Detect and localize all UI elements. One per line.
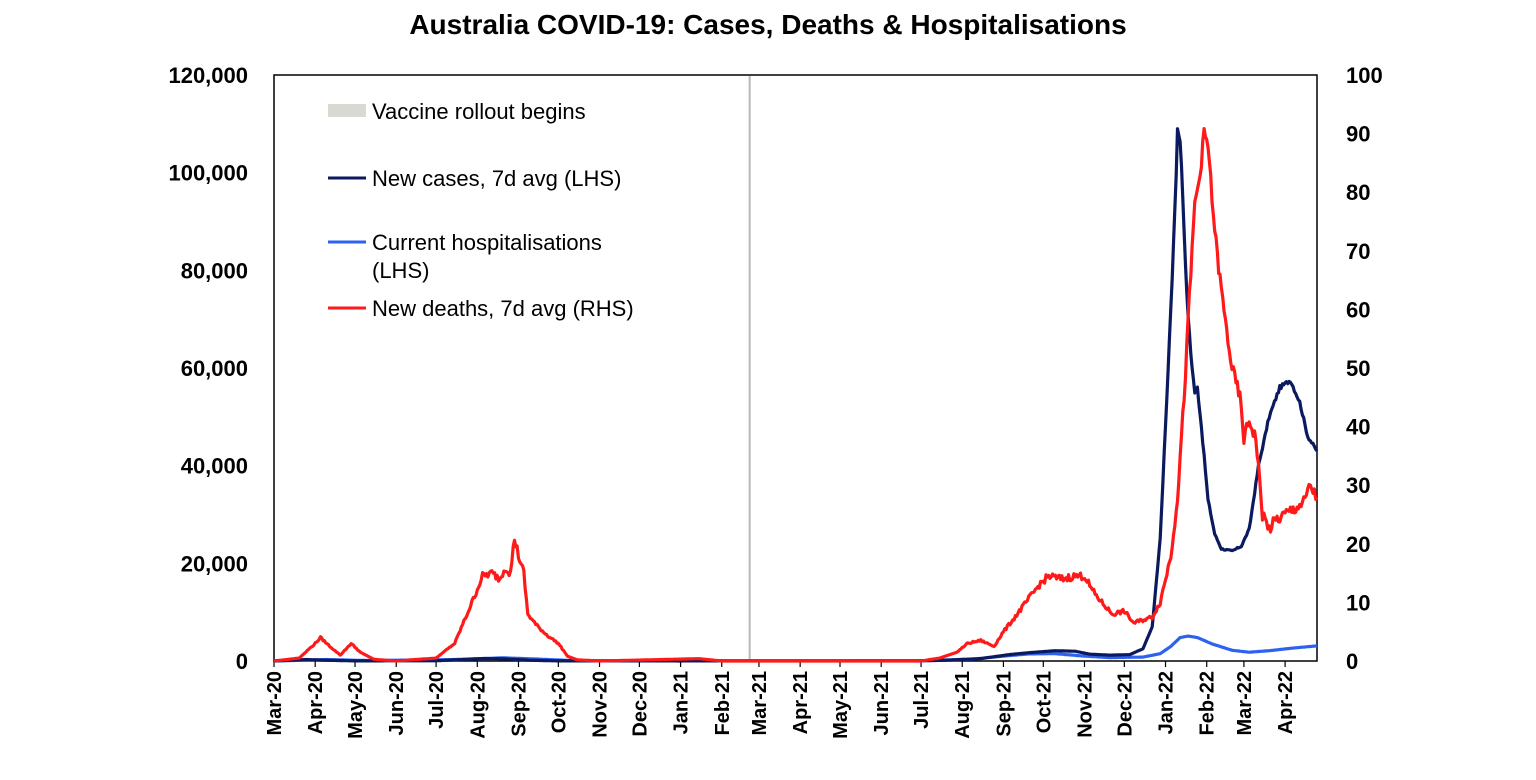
legend: Vaccine rollout begins New cases, 7d avg… [328,99,634,321]
legend-swatch-vaccine [328,104,366,117]
legend-label-cases: New cases, 7d avg (LHS) [372,166,621,191]
x-tick-label: Mar-22 [1234,671,1256,735]
right-tick-label: 0 [1346,649,1358,674]
legend-label-hospitalisations-2: (LHS) [372,258,429,283]
right-tick-label: 60 [1346,297,1370,322]
right-tick-label: 80 [1346,180,1370,205]
legend-label-deaths: New deaths, 7d avg (RHS) [372,296,634,321]
x-tick-label: Mar-21 [749,671,771,735]
x-tick-label: Jul-21 [911,671,933,729]
right-tick-label: 50 [1346,356,1370,381]
x-tick-label: Mar-20 [264,671,286,735]
right-tick-label: 100 [1346,63,1383,88]
series-line-2 [273,127,1318,663]
x-tick-label: Nov-20 [590,671,612,738]
x-tick-label: Sep-20 [508,671,530,737]
x-tick-label: Aug-21 [952,671,974,739]
left-tick-label: 120,000 [168,63,248,88]
legend-label-vaccine: Vaccine rollout begins [372,99,586,124]
x-tick-label: Jan-21 [671,671,693,734]
series-lines [273,127,1319,663]
x-tick-label: Jul-20 [426,671,448,729]
left-tick-label: 100,000 [168,161,248,186]
x-tick-label: May-20 [345,671,367,739]
right-tick-label: 90 [1346,122,1370,147]
plot-frame [273,74,1318,662]
x-tick-label: Aug-20 [467,671,489,739]
left-tick-label: 0 [236,649,248,674]
x-tick-label: Jun-21 [871,671,893,735]
x-tick-label: Sep-21 [993,671,1015,737]
x-tick-label: Oct-21 [1033,671,1055,733]
x-tick-label: Jun-20 [386,671,408,735]
x-tick-label: Feb-22 [1197,671,1219,735]
x-tick-label: Dec-21 [1114,671,1136,737]
left-tick-label: 40,000 [181,454,248,479]
x-tick-label: Dec-20 [629,671,651,737]
x-tick-label: Apr-22 [1275,671,1297,734]
x-tick-label: May-21 [830,671,852,739]
right-tick-label: 70 [1346,239,1370,264]
left-tick-label: 20,000 [181,551,248,576]
chart-title: Australia COVID-19: Cases, Deaths & Hosp… [409,9,1126,40]
legend-label-hospitalisations-1: Current hospitalisations [372,230,602,255]
left-tick-label: 80,000 [181,258,248,283]
left-axis-ticks: 0 20,000 40,000 60,000 80,000 100,000 120,000 [168,63,248,674]
right-tick-label: 10 [1346,590,1370,615]
x-tick-label: Apr-20 [305,671,327,734]
x-tick-label: Feb-21 [712,671,734,735]
right-axis-ticks: 0 10 20 30 40 50 60 70 80 90 100 [1346,63,1383,674]
x-tick-label: Jan-22 [1156,671,1178,734]
right-tick-label: 30 [1346,473,1370,498]
x-tick-label: Oct-20 [548,671,570,733]
x-tick-label: Apr-21 [790,671,812,734]
left-tick-label: 60,000 [181,356,248,381]
right-tick-label: 40 [1346,415,1370,440]
x-tick-label: Nov-21 [1074,671,1096,738]
right-tick-label: 20 [1346,532,1370,557]
x-axis-ticks: Mar-20 Apr-20 May-20 Jun-20 Jul-20 Aug-20 Sep-… [264,661,1297,739]
plot-area [273,74,1319,663]
